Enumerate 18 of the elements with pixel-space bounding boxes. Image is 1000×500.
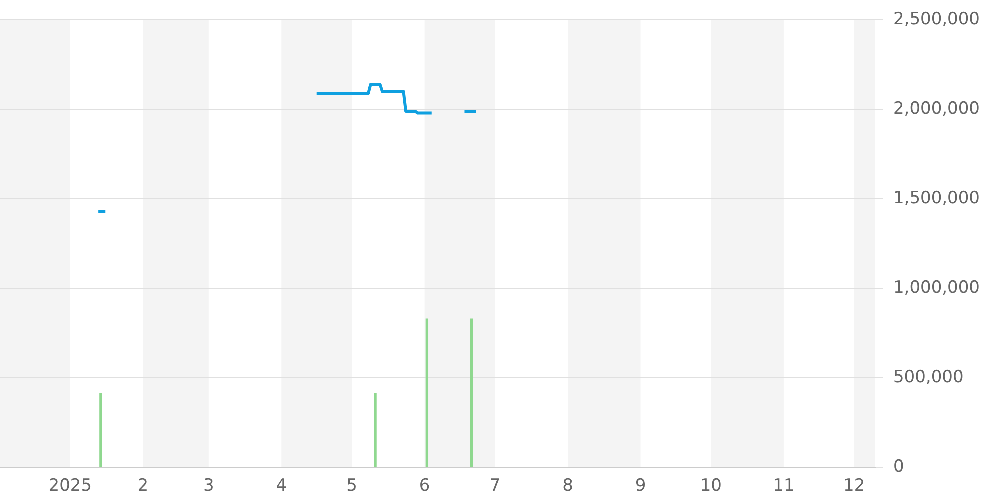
x-tick-label: 2: [138, 476, 149, 496]
x-tick-label: 2025: [48, 476, 92, 496]
x-tick-label: 6: [419, 476, 430, 496]
y-tick-label: 1,000,000: [893, 278, 980, 298]
y-tick-label: 2,500,000: [893, 10, 980, 30]
x-tick-label: 11: [773, 476, 795, 496]
x-tick-label: 8: [562, 476, 574, 496]
x-tick-label: 9: [635, 476, 646, 496]
x-tick-label: 3: [203, 476, 214, 496]
y-tick-label: 2,000,000: [893, 99, 980, 120]
y-tick-label: 0: [893, 457, 904, 478]
y-tick-label: 500,000: [893, 368, 964, 388]
x-tick-label: 7: [490, 476, 501, 496]
x-tick-label: 10: [700, 476, 722, 496]
x-tick-label: 12: [844, 476, 866, 496]
x-tick-label: 4: [276, 476, 288, 496]
x-tick-label: 5: [346, 476, 358, 496]
y-tick-label: 1,500,000: [893, 188, 980, 209]
